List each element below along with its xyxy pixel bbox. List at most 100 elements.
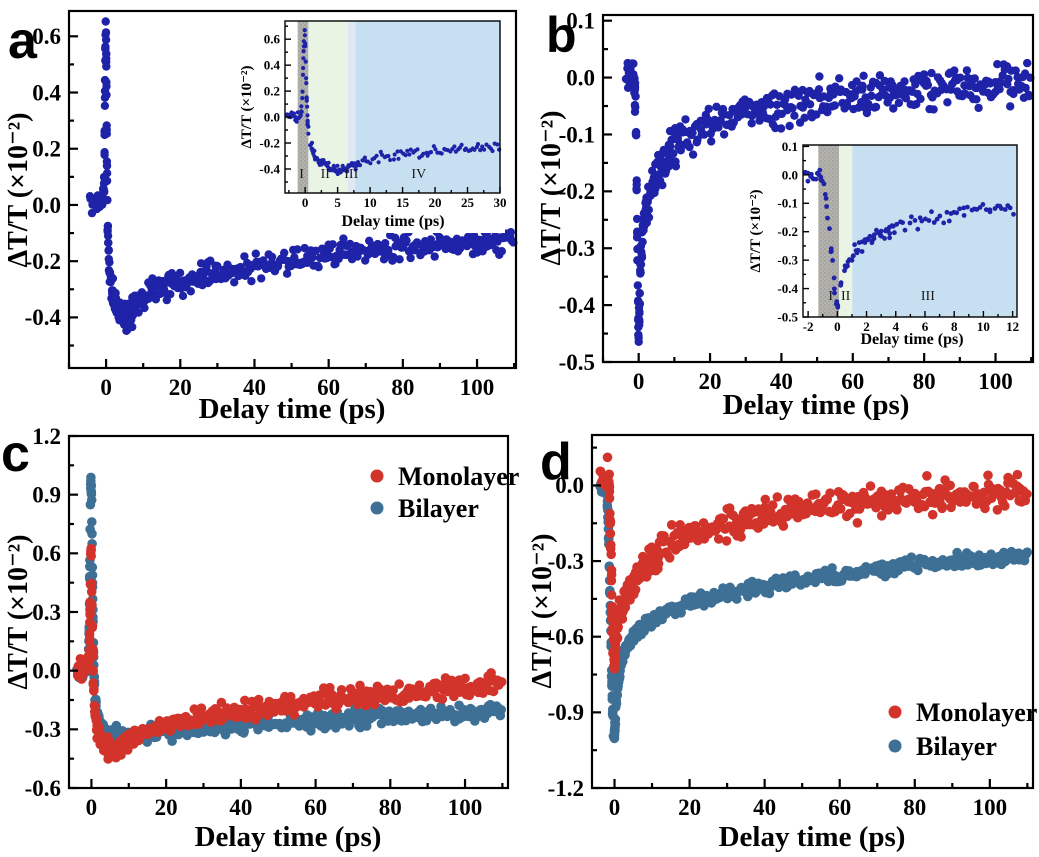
svg-text:30: 30 <box>494 195 507 210</box>
region-label-III: III <box>921 289 935 304</box>
svg-text:80: 80 <box>391 375 414 400</box>
series-group <box>621 58 1035 346</box>
svg-text:20: 20 <box>429 195 442 210</box>
panel-c: 0 20 40 60 80 100 1.2 0.9 0.6 0.3 0.0 -0.3 -0.6 Delay… <box>1 424 519 853</box>
svg-text:40: 40 <box>770 369 793 394</box>
series-monolayer <box>72 543 507 764</box>
svg-text:-0.4: -0.4 <box>559 293 596 318</box>
svg-text:60: 60 <box>304 795 327 820</box>
series-group <box>85 17 518 335</box>
axis-ticks <box>601 19 1033 364</box>
svg-text:-0.1: -0.1 <box>777 196 798 211</box>
svg-text:0.6: 0.6 <box>264 32 281 47</box>
series-monolayer-MoS2 <box>285 28 502 177</box>
svg-text:0.0: 0.0 <box>32 658 61 683</box>
svg-text:60: 60 <box>841 369 864 394</box>
panel-letter-b: b <box>546 7 577 63</box>
svg-text:-0.2: -0.2 <box>25 249 61 274</box>
svg-text:-0.2: -0.2 <box>259 135 280 150</box>
y-axis-label: ΔT/T (×10⁻²) <box>3 535 34 690</box>
svg-text:-0.3: -0.3 <box>25 717 61 742</box>
svg-text:100: 100 <box>448 795 483 820</box>
svg-text:20: 20 <box>155 795 178 820</box>
svg-text:100: 100 <box>460 375 495 400</box>
series-monolayer <box>595 452 1032 674</box>
svg-text:0.9: 0.9 <box>32 482 61 507</box>
svg-text:0: 0 <box>100 375 112 400</box>
svg-text:-0.4: -0.4 <box>777 281 798 296</box>
svg-text:-0.6: -0.6 <box>25 776 61 801</box>
y-axis-label: ΔT/T (×10⁻²) <box>748 189 764 272</box>
svg-text:80: 80 <box>913 369 936 394</box>
svg-text:0.6: 0.6 <box>32 541 61 566</box>
region-label-I: I <box>299 167 304 182</box>
x-axis-label: Delay time (ps) <box>341 213 444 230</box>
svg-text:12: 12 <box>1006 319 1019 334</box>
panel-b: 0 20 40 60 80 1000.10.0-0.1-0.2-0.3-0.4-0.5De… <box>536 7 1035 421</box>
tick-labels: 0 20 40 60 80 100 1.2 0.9 0.6 0.3 0.0 -0.3 -0.6 <box>25 424 483 820</box>
legend: Monolayer Bilayer <box>370 462 519 523</box>
svg-text:8: 8 <box>951 319 958 334</box>
svg-text:20: 20 <box>169 375 192 400</box>
tick-labels: -2 0 2 4 6 8 10 12 0.1 0.0 -0.1 -0.2 -0.3 -0.4 -0.5 <box>777 139 1019 334</box>
svg-text:0.4: 0.4 <box>264 58 281 73</box>
svg-text:80: 80 <box>379 795 402 820</box>
series-group <box>72 472 507 764</box>
region-label-II: II <box>841 289 851 304</box>
legend-label-monolayer: Monolayer <box>398 462 519 491</box>
panel-letter-a: a <box>8 12 38 70</box>
x-axis-label: Delay time (ps) <box>723 389 910 421</box>
svg-text:20: 20 <box>678 795 701 820</box>
svg-text:40: 40 <box>243 375 266 400</box>
panel-b-inset: I II III-2 0 2 4 6 8 10 120.10.0-0.1-0.2-0.3-0.4-… <box>745 133 1022 352</box>
legend-marker-bilayer <box>370 501 384 515</box>
svg-text:-0.3: -0.3 <box>559 236 595 261</box>
svg-text:-0.3: -0.3 <box>777 253 798 268</box>
panel-letter-c: c <box>1 425 30 483</box>
svg-text:0: 0 <box>834 319 841 334</box>
svg-text:10: 10 <box>977 319 990 334</box>
svg-text:0.0: 0.0 <box>264 109 280 124</box>
svg-text:20: 20 <box>699 369 722 394</box>
axis-frame <box>590 433 1035 790</box>
svg-text:0.6: 0.6 <box>32 24 61 49</box>
svg-text:80: 80 <box>903 795 926 820</box>
panel-d: 0 20 40 60 80 100 0.0 -0.3 -0.6 -0.9 -1.2 Delay tim… <box>527 433 1037 853</box>
series-bilayer-MoS2 <box>621 58 1035 346</box>
svg-text:0: 0 <box>633 369 645 394</box>
y-axis-label: ΔT/T (×10⁻²) <box>536 111 567 266</box>
axis-ticks <box>285 25 501 193</box>
svg-text:0.0: 0.0 <box>32 193 61 218</box>
svg-text:0.0: 0.0 <box>555 473 584 498</box>
x-axis-label: Delay time (ps) <box>719 821 906 853</box>
y-axis-label: ΔT/T (×10⁻²) <box>239 65 255 148</box>
shaded-regions <box>818 145 1017 317</box>
svg-text:5: 5 <box>334 195 341 210</box>
region-label-I: I <box>828 289 833 304</box>
svg-text:0: 0 <box>609 795 621 820</box>
legend-label-monolayer: Monolayer <box>916 698 1037 727</box>
axis-ticks <box>67 35 516 368</box>
region-label-III: III <box>344 167 358 182</box>
x-axis-label: Delay time (ps) <box>195 821 382 853</box>
axis-frame <box>284 20 501 194</box>
svg-text:60: 60 <box>317 375 340 400</box>
svg-text:-0.4: -0.4 <box>25 305 62 330</box>
region-III <box>348 21 356 193</box>
axis-ticks <box>69 434 504 790</box>
svg-text:0.0: 0.0 <box>566 65 595 90</box>
series-group <box>595 452 1032 744</box>
svg-text:40: 40 <box>229 795 252 820</box>
panel-a-inset: I II III IV0 5 10 15 20 25 300.60.40.20.0-0.2-0.4… <box>239 13 507 233</box>
svg-text:25: 25 <box>461 195 475 210</box>
svg-text:-0.2: -0.2 <box>559 179 595 204</box>
region-IV <box>355 21 500 193</box>
svg-text:60: 60 <box>828 795 851 820</box>
svg-text:40: 40 <box>753 795 776 820</box>
svg-text:15: 15 <box>396 195 410 210</box>
svg-text:-0.5: -0.5 <box>777 309 798 324</box>
